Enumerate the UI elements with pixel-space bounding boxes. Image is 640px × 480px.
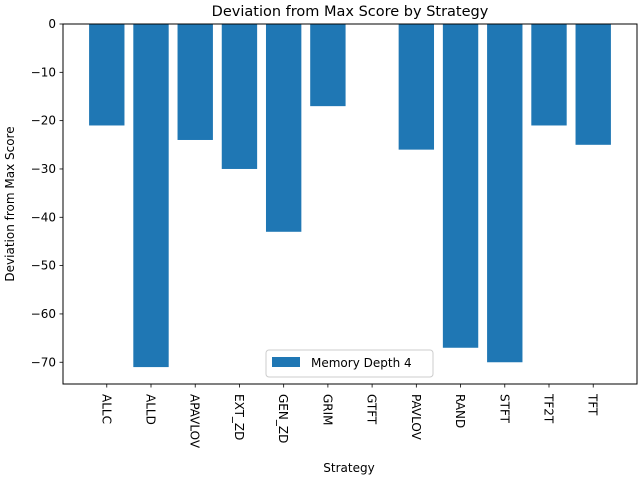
x-tick-label: TF2T (541, 393, 555, 424)
bar-gen-zd (265, 24, 302, 232)
y-tick-label: −50 (31, 259, 56, 273)
y-tick-label: −60 (31, 307, 56, 321)
x-tick-label: APAVLOV (188, 394, 202, 449)
x-tick-label: ALLD (144, 394, 158, 425)
x-tick-label: GEN_ZD (276, 394, 290, 443)
x-tick-label: GTFT (365, 394, 379, 425)
y-tick-label: 0 (48, 17, 56, 31)
y-tick-label: −20 (31, 114, 56, 128)
x-tick-label: RAND (453, 394, 467, 428)
x-axis: ALLC ALLD APAVLOV EXT_ZD GEN_ZD GRIM GTFT PAVLO… (99, 384, 600, 449)
y-tick-label: −10 (31, 65, 56, 79)
x-axis-label: Strategy (323, 461, 374, 475)
x-tick-label: STFT (497, 394, 511, 424)
bar-tf2t (531, 24, 567, 126)
legend-frame (265, 349, 434, 378)
y-axis: 0 −10 −20 −30 −40 −50 −60 −70 (31, 17, 63, 369)
bar-apavlov (177, 24, 213, 140)
y-tick-label: −30 (31, 162, 56, 176)
bar-stft (487, 24, 523, 363)
y-tick-label: −70 (31, 355, 56, 369)
legend-swatch (272, 357, 300, 367)
x-tick-label: GRIM (320, 394, 334, 426)
y-tick-label: −40 (31, 210, 56, 224)
bar-rand (442, 24, 479, 348)
bar-grim (310, 24, 346, 107)
y-axis-label: Deviation from Max Score (3, 126, 17, 281)
legend-entry: Memory Depth 4 (311, 356, 412, 370)
bar-alld (133, 24, 169, 368)
x-tick-label: PAVLOV (409, 394, 423, 441)
bar-ext-zd (221, 24, 258, 169)
x-tick-label: EXT_ZD (232, 394, 246, 440)
legend: Memory Depth 4 (265, 349, 434, 378)
x-tick-label: ALLC (99, 394, 113, 424)
bars-group (89, 24, 611, 368)
chart-title: Deviation from Max Score by Strategy (212, 4, 489, 20)
bar-tft (575, 24, 611, 145)
bar-allc (89, 24, 125, 126)
bar-pavlov (398, 24, 435, 150)
x-tick-label: TFT (586, 393, 600, 416)
axes-frame (62, 23, 638, 385)
